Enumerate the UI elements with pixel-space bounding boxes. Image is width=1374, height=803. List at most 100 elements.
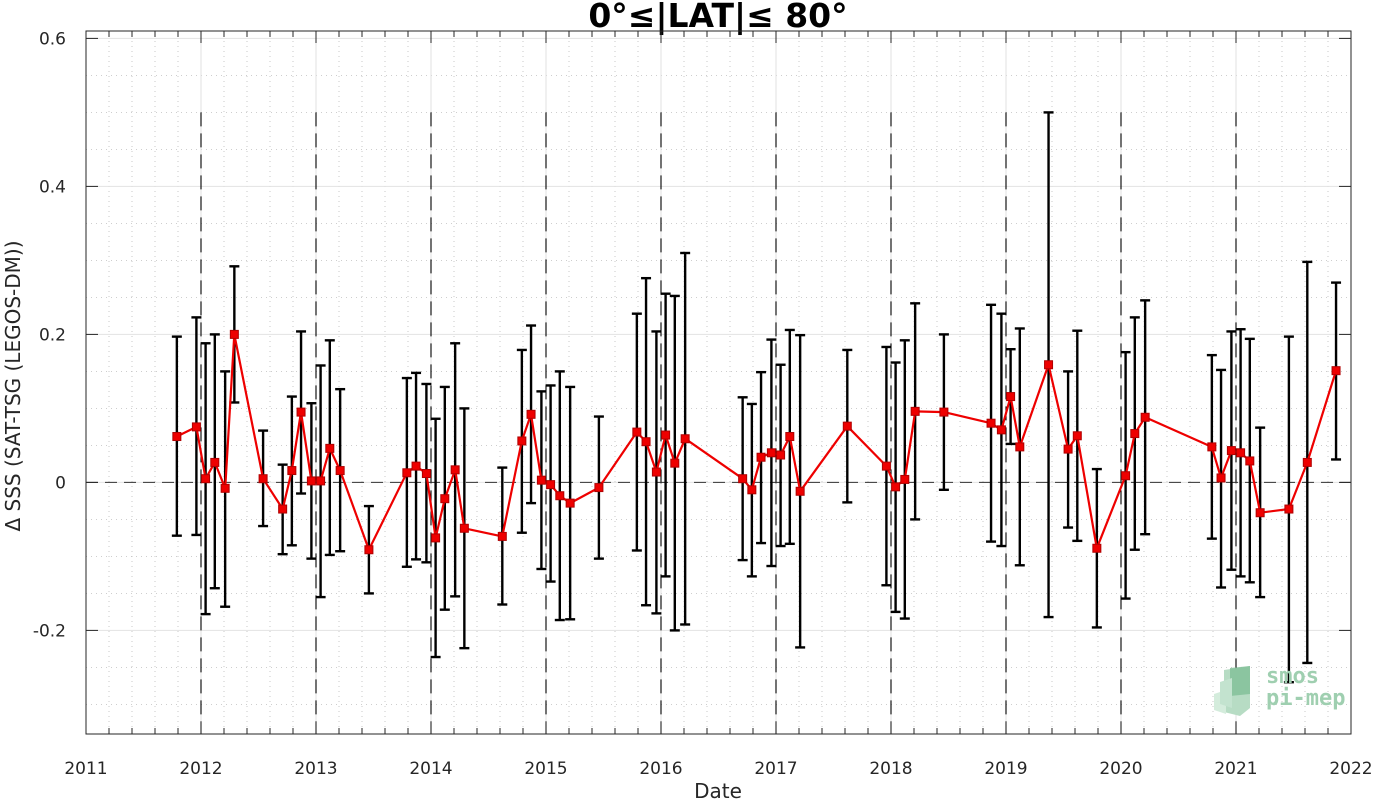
data-point-marker: [670, 458, 680, 468]
data-point-marker: [402, 468, 412, 478]
data-point-marker: [1207, 442, 1217, 452]
data-point-marker: [287, 466, 297, 476]
data-point-marker: [411, 461, 421, 471]
data-point-marker: [335, 466, 345, 476]
reference-lines: [86, 112, 1351, 734]
data-point-marker: [306, 476, 316, 486]
data-point-marker: [278, 504, 288, 514]
data-point-marker: [651, 467, 661, 477]
data-point-marker: [1063, 444, 1073, 454]
data-point-marker: [1044, 360, 1054, 370]
x-tick-label: 2020: [1099, 759, 1142, 779]
chart-title: 0°≤|LAT|≤ 80°: [588, 0, 848, 35]
series-line-group: [176, 333, 1338, 551]
data-markers: [172, 329, 1341, 555]
data-point-marker: [738, 474, 748, 484]
data-point-marker: [172, 432, 182, 442]
data-point-marker: [565, 498, 575, 508]
x-tick-label: 2022: [1329, 759, 1372, 779]
data-point-marker: [325, 443, 335, 453]
logo-text-smos: smos: [1266, 664, 1319, 689]
data-point-marker: [939, 407, 949, 417]
x-tick-label: 2017: [754, 759, 797, 779]
data-point-marker: [1236, 448, 1246, 458]
data-point-marker: [517, 436, 527, 446]
y-tick-label: 0: [55, 473, 66, 493]
data-point-marker: [296, 407, 306, 417]
series-line: [176, 333, 1338, 551]
minor-grid: [86, 31, 1351, 734]
data-point-marker: [747, 485, 757, 495]
data-point-marker: [220, 483, 230, 493]
data-point-marker: [1006, 392, 1016, 402]
data-point-marker: [776, 450, 786, 460]
x-tick-label: 2014: [409, 759, 452, 779]
data-point-marker: [785, 432, 795, 442]
data-point-marker: [555, 491, 565, 501]
data-point-marker: [526, 409, 536, 419]
data-point-marker: [1072, 431, 1082, 441]
y-tick-label: 0.6: [39, 29, 66, 49]
error-bars: [171, 111, 1342, 684]
data-point-marker: [986, 418, 996, 428]
data-point-marker: [229, 329, 239, 339]
x-tick-label: 2019: [984, 759, 1027, 779]
data-point-marker: [910, 406, 920, 416]
data-point-marker: [661, 430, 671, 440]
data-point-marker: [459, 523, 469, 533]
data-point-marker: [641, 437, 651, 447]
data-point-marker: [1255, 508, 1265, 518]
data-point-marker: [632, 427, 642, 437]
data-point-marker: [316, 476, 326, 486]
data-point-marker: [1284, 504, 1294, 514]
data-point-marker: [201, 474, 211, 484]
data-point-marker: [191, 422, 201, 432]
data-point-marker: [1331, 366, 1341, 376]
data-point-marker: [1121, 471, 1131, 481]
axis-ticks: [85, 31, 1352, 734]
data-point-marker: [680, 434, 690, 444]
data-point-marker: [536, 475, 546, 485]
data-point-marker: [1015, 442, 1025, 452]
data-point-marker: [258, 474, 268, 484]
major-grid: [85, 31, 1352, 734]
y-tick-label: 0.4: [39, 177, 66, 197]
data-point-marker: [364, 545, 374, 555]
data-point-marker: [996, 425, 1006, 435]
data-point-marker: [1092, 543, 1102, 553]
x-tick-label: 2012: [179, 759, 222, 779]
data-point-marker: [1302, 457, 1312, 467]
data-point-marker: [1226, 446, 1236, 456]
data-point-marker: [546, 480, 556, 490]
logo-icon: [1214, 666, 1250, 716]
x-tick-label: 2013: [294, 759, 337, 779]
data-point-marker: [440, 494, 450, 504]
x-tick-label: 2016: [639, 759, 682, 779]
data-point-marker: [431, 533, 441, 543]
data-point-marker: [1130, 429, 1140, 439]
logo-text-pi-mep: pi-mep: [1266, 686, 1346, 711]
data-point-marker: [421, 469, 431, 479]
data-point-marker: [450, 465, 460, 475]
data-point-marker: [1140, 412, 1150, 422]
data-point-marker: [1216, 473, 1226, 483]
x-tick-label: 2018: [869, 759, 912, 779]
y-tick-label: -0.2: [33, 621, 66, 641]
data-point-marker: [900, 474, 910, 484]
data-point-marker: [881, 461, 891, 471]
data-point-marker: [756, 452, 766, 462]
x-tick-label: 2011: [64, 759, 107, 779]
tick-labels: 2011 2012 2013 2014 2015 2016 2017 2018 2019 2020…: [33, 29, 1373, 779]
x-axis-label: Date: [694, 779, 742, 803]
data-point-marker: [842, 421, 852, 431]
data-point-marker: [766, 448, 776, 458]
y-tick-label: 0.2: [39, 325, 66, 345]
data-point-marker: [795, 486, 805, 496]
x-tick-label: 2015: [524, 759, 567, 779]
data-point-marker: [594, 483, 604, 493]
axes-box: [85, 30, 1352, 735]
data-point-marker: [497, 531, 507, 541]
data-point-marker: [891, 482, 901, 492]
data-point-marker: [1245, 456, 1255, 466]
